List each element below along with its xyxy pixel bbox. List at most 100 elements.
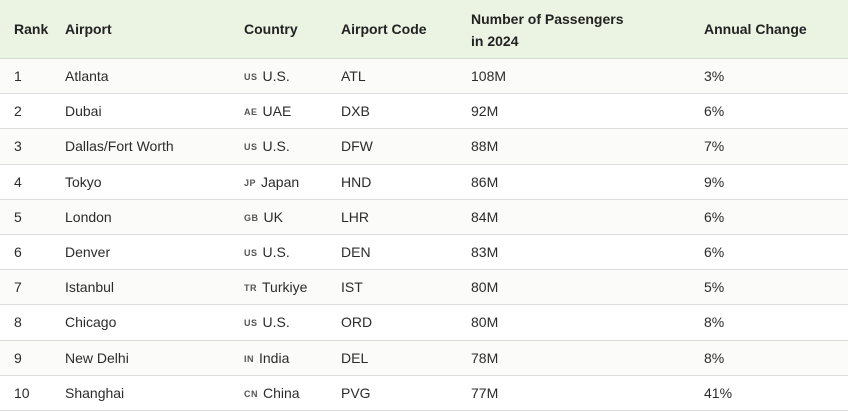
header-annual-change: Annual Change	[704, 21, 807, 37]
cell-passengers: 80M	[471, 314, 499, 331]
cell-airport: Denver	[65, 244, 111, 261]
header-passengers: Number of Passengers in 2024	[471, 11, 624, 49]
cell-annual-change: 41%	[704, 384, 733, 401]
cell-airport: Tokyo	[65, 173, 102, 190]
country-flag-icon: TR	[244, 283, 257, 294]
table-row: 1 Atlanta US U.S. ATL 108M 3%	[0, 59, 848, 95]
cell-country: IN India	[244, 350, 289, 366]
country-name: U.S.	[262, 68, 290, 85]
table-row: 3 Dallas/Fort Worth US U.S. DFW 88M 7%	[0, 129, 848, 165]
header-country: Country	[244, 21, 298, 37]
cell-airport-code: DEN	[341, 244, 371, 261]
cell-country: US U.S.	[244, 314, 290, 330]
country-name: UAE	[262, 103, 292, 120]
country-name: U.S.	[262, 314, 290, 331]
country-name: U.S.	[262, 244, 290, 261]
cell-airport-code: LHR	[341, 208, 370, 225]
country-flag-icon: JP	[244, 177, 257, 188]
cell-country: US U.S.	[244, 68, 290, 84]
cell-rank: 2	[14, 103, 22, 120]
cell-annual-change: 6%	[704, 208, 725, 225]
cell-country: JP Japan	[244, 174, 299, 190]
country-flag-icon: IN	[244, 353, 254, 364]
country-name: Japan	[261, 173, 300, 190]
table-body: 1 Atlanta US U.S. ATL 108M 3% 2 Dubai AE UAE DXB 92M…	[0, 59, 848, 411]
cell-airport-code: IST	[341, 279, 363, 296]
table-row: 6 Denver US U.S. DEN 83M 6%	[0, 234, 848, 271]
cell-annual-change: 8%	[704, 349, 725, 366]
cell-country: AE UAE	[244, 103, 291, 119]
cell-country: TR Turkiye	[244, 279, 307, 295]
cell-annual-change: 7%	[704, 138, 725, 155]
cell-airport: London	[65, 208, 112, 225]
cell-rank: 6	[14, 244, 22, 261]
cell-airport: Dubai	[65, 103, 102, 120]
country-flag-icon: US	[244, 72, 258, 83]
cell-annual-change: 3%	[704, 68, 725, 85]
cell-airport: Shanghai	[65, 384, 125, 401]
cell-passengers: 83M	[471, 244, 499, 261]
cell-annual-change: 9%	[704, 173, 725, 190]
country-name: U.S.	[262, 138, 290, 155]
cell-rank: 1	[14, 68, 22, 85]
header-airport: Airport	[65, 21, 112, 37]
cell-country: US U.S.	[244, 138, 290, 154]
table-row: 7 Istanbul TR Turkiye IST 80M 5%	[0, 270, 848, 306]
cell-airport: Atlanta	[65, 68, 109, 85]
cell-annual-change: 6%	[704, 244, 725, 261]
cell-airport: Istanbul	[65, 279, 115, 296]
cell-passengers: 80M	[471, 279, 499, 296]
cell-airport: Chicago	[65, 314, 117, 331]
cell-rank: 10	[14, 384, 30, 401]
cell-airport-code: ATL	[341, 68, 366, 85]
cell-rank: 9	[14, 349, 22, 366]
cell-passengers: 88M	[471, 138, 499, 155]
table-row: 4 Tokyo JP Japan HND 86M 9%	[0, 164, 848, 200]
header-passengers-line1: Number of Passengers	[471, 11, 624, 27]
table-header: Rank Airport Country Airport Code Number…	[0, 0, 848, 59]
country-name: India	[259, 349, 290, 366]
country-flag-icon: US	[244, 248, 258, 259]
cell-rank: 5	[14, 208, 22, 225]
cell-country: US U.S.	[244, 244, 290, 260]
country-flag-icon: US	[244, 142, 258, 153]
country-flag-icon: GB	[244, 212, 259, 223]
cell-airport-code: HND	[341, 173, 372, 190]
cell-annual-change: 5%	[704, 279, 725, 296]
cell-passengers: 86M	[471, 173, 499, 190]
cell-country: GB UK	[244, 209, 283, 225]
cell-passengers: 78M	[471, 349, 499, 366]
cell-passengers: 108M	[471, 68, 507, 85]
cell-airport-code: DXB	[341, 103, 370, 120]
country-name: UK	[263, 208, 283, 225]
cell-passengers: 77M	[471, 384, 499, 401]
cell-annual-change: 6%	[704, 103, 725, 120]
cell-rank: 8	[14, 314, 22, 331]
country-name: Turkiye	[262, 279, 308, 296]
header-passengers-line2: in 2024	[471, 33, 519, 49]
table-row: 10 Shanghai CN China PVG 77M 41%	[0, 375, 848, 411]
country-name: China	[263, 384, 300, 401]
cell-airport: Dallas/Fort Worth	[65, 138, 174, 155]
country-flag-icon: US	[244, 318, 258, 329]
table-row: 9 New Delhi IN India DEL 78M 8%	[0, 340, 848, 376]
cell-airport: New Delhi	[65, 349, 129, 366]
cell-rank: 4	[14, 173, 22, 190]
table-row: 5 London GB UK LHR 84M 6%	[0, 199, 848, 235]
table-row: 8 Chicago US U.S. ORD 80M 8%	[0, 305, 848, 341]
header-rank: Rank	[14, 21, 49, 37]
cell-passengers: 92M	[471, 103, 499, 120]
cell-airport-code: DFW	[341, 138, 373, 155]
country-flag-icon: AE	[244, 107, 258, 118]
cell-rank: 3	[14, 138, 22, 155]
cell-passengers: 84M	[471, 208, 499, 225]
cell-airport-code: DEL	[341, 349, 369, 366]
cell-country: CN China	[244, 385, 300, 401]
cell-airport-code: PVG	[341, 384, 371, 401]
cell-annual-change: 8%	[704, 314, 725, 331]
cell-rank: 7	[14, 279, 22, 296]
cell-airport-code: ORD	[341, 314, 373, 331]
table-row: 2 Dubai AE UAE DXB 92M 6%	[0, 94, 848, 130]
header-airport-code: Airport Code	[341, 21, 427, 37]
